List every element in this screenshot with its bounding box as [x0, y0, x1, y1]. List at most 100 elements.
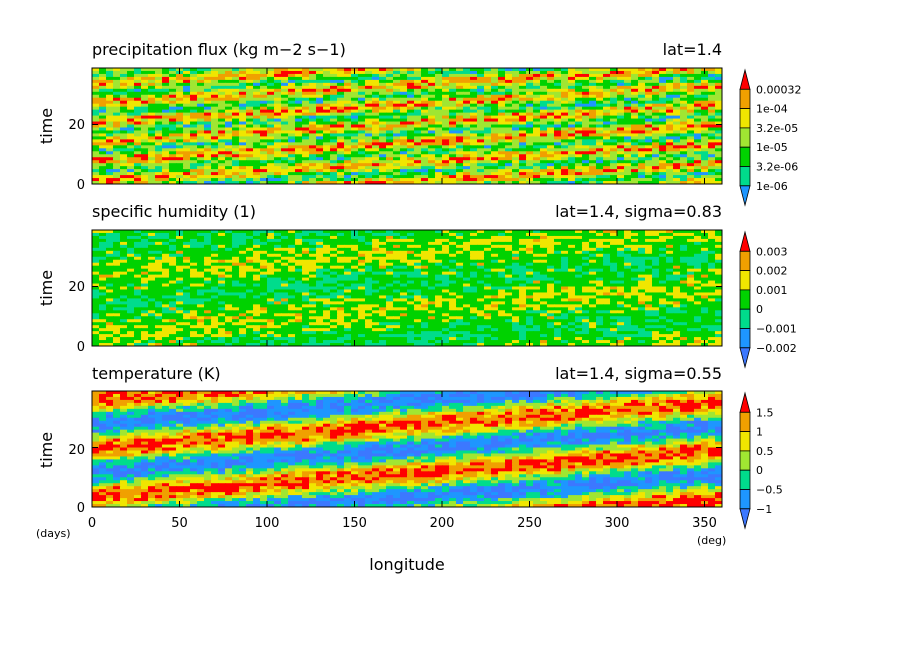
heatmap-cell: [99, 160, 107, 164]
heatmap-cell: [617, 169, 625, 173]
heatmap-cell: [449, 68, 457, 72]
heatmap-cell: [463, 274, 471, 279]
heatmap-cell: [603, 157, 611, 161]
heatmap-cell: [197, 91, 205, 96]
heatmap-cell: [505, 268, 513, 273]
heatmap-cell: [470, 76, 478, 81]
heatmap-cell: [162, 253, 170, 258]
heatmap-cell: [477, 262, 485, 267]
heatmap-cell: [491, 250, 499, 255]
heatmap-cell: [547, 118, 555, 123]
heatmap-cell: [281, 169, 289, 173]
heatmap-cell: [120, 271, 128, 276]
heatmap-cell: [659, 244, 667, 249]
heatmap-cell: [610, 241, 618, 246]
heatmap-cell: [155, 166, 163, 170]
heatmap-cell: [106, 118, 114, 123]
heatmap-cell: [232, 265, 240, 270]
heatmap-cell: [218, 100, 226, 105]
heatmap-cell: [421, 106, 429, 111]
heatmap-cell: [379, 259, 387, 264]
heatmap-cell: [603, 268, 611, 273]
heatmap-cell: [533, 103, 541, 108]
heatmap-cell: [218, 79, 226, 84]
heatmap-cell: [519, 97, 527, 102]
heatmap-cell: [316, 259, 324, 264]
heatmap-cell: [554, 256, 562, 261]
heatmap-cell: [554, 85, 562, 90]
heatmap-cell: [568, 230, 576, 234]
heatmap-cell: [638, 73, 646, 78]
heatmap-cell: [568, 151, 576, 155]
heatmap-cell: [589, 100, 597, 105]
heatmap-cell: [302, 106, 310, 111]
heatmap-cell: [92, 172, 100, 176]
heatmap-cell: [631, 230, 639, 234]
heatmap-cell: [106, 68, 114, 72]
heatmap-cell: [169, 82, 177, 87]
heatmap-cell: [407, 79, 415, 84]
heatmap-cell: [358, 259, 366, 264]
heatmap-cell: [442, 94, 450, 99]
heatmap-cell: [659, 172, 667, 176]
heatmap-cell: [568, 124, 576, 129]
heatmap-cell: [183, 268, 191, 273]
heatmap-cell: [484, 181, 492, 184]
heatmap-cell: [120, 247, 128, 252]
heatmap-cell: [589, 172, 597, 176]
heatmap-cell: [141, 70, 149, 75]
heatmap-cell: [484, 235, 492, 240]
heatmap-cell: [155, 82, 163, 87]
heatmap-cell: [575, 100, 583, 105]
heatmap-cell: [400, 82, 408, 87]
heatmap-cell: [400, 85, 408, 90]
heatmap-cell: [512, 103, 520, 108]
heatmap-cell: [603, 163, 611, 167]
heatmap-cell: [344, 76, 352, 81]
heatmap-cell: [645, 154, 653, 158]
heatmap-cell: [232, 82, 240, 87]
heatmap-cell: [435, 82, 443, 87]
heatmap-cell: [575, 88, 583, 93]
heatmap-cell: [379, 70, 387, 75]
heatmap-cell: [169, 127, 177, 132]
heatmap-cell: [491, 265, 499, 270]
heatmap-cell: [148, 115, 156, 120]
heatmap-cell: [624, 106, 632, 111]
heatmap-cell: [617, 142, 625, 146]
heatmap-cell: [141, 142, 149, 146]
heatmap-cell: [386, 145, 394, 149]
heatmap-cell: [281, 124, 289, 129]
heatmap-cell: [274, 230, 282, 234]
heatmap-cell: [477, 133, 485, 138]
heatmap-cell: [162, 265, 170, 270]
heatmap-cell: [540, 73, 548, 78]
heatmap-cell: [575, 97, 583, 102]
heatmap-cell: [666, 241, 674, 246]
heatmap-cell: [512, 136, 520, 140]
heatmap-cell: [463, 154, 471, 158]
heatmap-cell: [561, 88, 569, 93]
heatmap-cell: [148, 70, 156, 75]
heatmap-cell: [484, 169, 492, 173]
heatmap-cell: [260, 82, 268, 87]
heatmap-cell: [127, 277, 135, 282]
heatmap-cell: [449, 127, 457, 132]
heatmap-cell: [330, 268, 338, 273]
heatmap-cell: [617, 274, 625, 279]
heatmap-cell: [505, 130, 513, 135]
heatmap-cell: [540, 139, 548, 143]
heatmap-cell: [183, 256, 191, 261]
heatmap-cell: [526, 235, 534, 240]
heatmap-cell: [575, 232, 583, 237]
heatmap-cell: [456, 166, 464, 170]
heatmap-cell: [351, 115, 359, 120]
heatmap-cell: [386, 181, 394, 184]
heatmap-cell: [323, 130, 331, 135]
heatmap-cell: [407, 154, 415, 158]
heatmap-cell: [330, 139, 338, 143]
heatmap-cell: [120, 274, 128, 279]
heatmap-cell: [232, 178, 240, 182]
heatmap-cell: [561, 115, 569, 120]
heatmap-cell: [225, 235, 233, 240]
